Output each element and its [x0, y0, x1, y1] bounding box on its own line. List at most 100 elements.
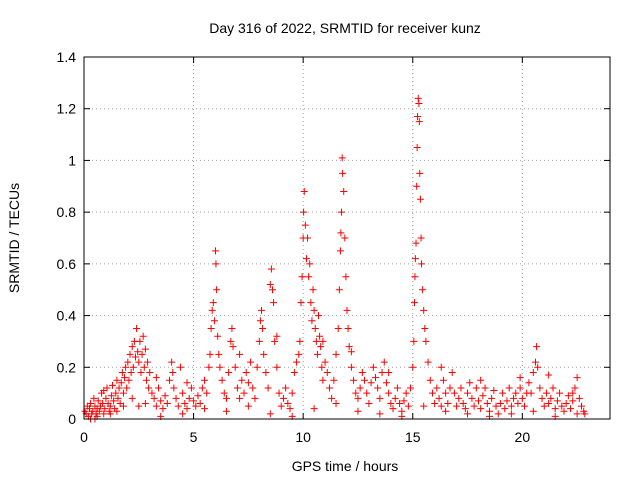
data-point	[437, 363, 445, 371]
data-point	[142, 376, 150, 384]
y-tick-label: 1.2	[57, 101, 77, 117]
data-point	[106, 410, 114, 418]
data-point	[330, 376, 338, 384]
data-point	[356, 384, 364, 392]
data-point	[135, 402, 143, 410]
data-point	[229, 343, 237, 351]
data-point	[251, 394, 259, 402]
data-point	[442, 389, 450, 397]
data-point	[310, 405, 318, 413]
data-point	[521, 402, 529, 410]
data-point	[101, 405, 109, 413]
data-point	[262, 368, 270, 376]
data-point	[179, 389, 187, 397]
data-point	[501, 405, 509, 413]
data-point	[134, 348, 142, 356]
data-point	[141, 345, 149, 353]
data-point	[148, 389, 156, 397]
data-point	[304, 234, 312, 242]
data-point	[108, 381, 116, 389]
data-point	[413, 182, 421, 190]
data-point	[113, 407, 121, 415]
data-point	[176, 363, 184, 371]
data-point	[185, 394, 193, 402]
data-point	[317, 343, 325, 351]
data-point	[114, 394, 122, 402]
data-point	[409, 363, 417, 371]
data-point	[222, 394, 230, 402]
data-point	[216, 363, 224, 371]
data-point	[238, 376, 246, 384]
data-point	[266, 410, 274, 418]
data-point	[267, 265, 275, 273]
data-point	[433, 384, 441, 392]
data-point	[212, 260, 220, 268]
data-point	[321, 358, 329, 366]
data-point	[123, 384, 131, 392]
x-axis-label: GPS time / hours	[292, 458, 399, 474]
data-point	[545, 371, 553, 379]
data-point	[415, 100, 423, 108]
data-point	[459, 399, 467, 407]
data-point	[187, 384, 195, 392]
data-point	[345, 343, 353, 351]
y-tick-label: 0.2	[57, 359, 77, 375]
data-point	[140, 363, 148, 371]
data-point	[152, 374, 160, 382]
data-point	[236, 350, 244, 358]
data-point	[319, 337, 327, 345]
data-point	[569, 397, 577, 405]
data-point	[126, 350, 134, 358]
data-point	[393, 384, 401, 392]
data-point	[100, 387, 108, 395]
y-tick-label: 0.6	[57, 256, 77, 272]
data-point	[181, 399, 189, 407]
data-point	[308, 317, 316, 325]
data-point	[302, 255, 310, 263]
data-point	[350, 376, 358, 384]
data-point	[222, 407, 230, 415]
data-point	[318, 363, 326, 371]
data-point	[168, 358, 176, 366]
data-point	[212, 247, 219, 255]
data-point	[547, 394, 555, 402]
data-point	[446, 384, 454, 392]
data-point	[136, 337, 144, 345]
data-point	[128, 343, 136, 351]
data-point	[417, 234, 425, 242]
data-point	[284, 399, 292, 407]
data-point	[121, 374, 129, 382]
data-point	[464, 410, 472, 418]
data-point	[305, 273, 313, 281]
data-point	[505, 384, 513, 392]
data-point	[553, 397, 561, 405]
data-point	[313, 350, 321, 358]
data-point	[198, 384, 206, 392]
data-point	[336, 247, 344, 255]
data-point	[150, 394, 158, 402]
data-point	[205, 363, 213, 371]
x-tick-label: 15	[405, 429, 421, 445]
data-point	[256, 317, 264, 325]
data-point	[475, 397, 482, 405]
data-point	[119, 389, 127, 397]
data-point	[496, 399, 504, 407]
data-point	[113, 376, 121, 384]
data-point	[503, 397, 511, 405]
data-point	[236, 394, 244, 402]
data-point	[477, 405, 485, 413]
y-tick-label: 1	[68, 152, 76, 168]
data-point	[420, 306, 428, 314]
data-point	[325, 384, 333, 392]
data-point	[339, 169, 347, 177]
data-point	[426, 376, 434, 384]
data-point	[110, 397, 118, 405]
plot-frame	[83, 56, 611, 420]
data-point	[389, 405, 397, 413]
data-point	[190, 397, 198, 405]
data-point	[477, 376, 485, 384]
data-point	[159, 405, 167, 413]
data-point	[414, 94, 422, 102]
data-point	[183, 405, 191, 413]
